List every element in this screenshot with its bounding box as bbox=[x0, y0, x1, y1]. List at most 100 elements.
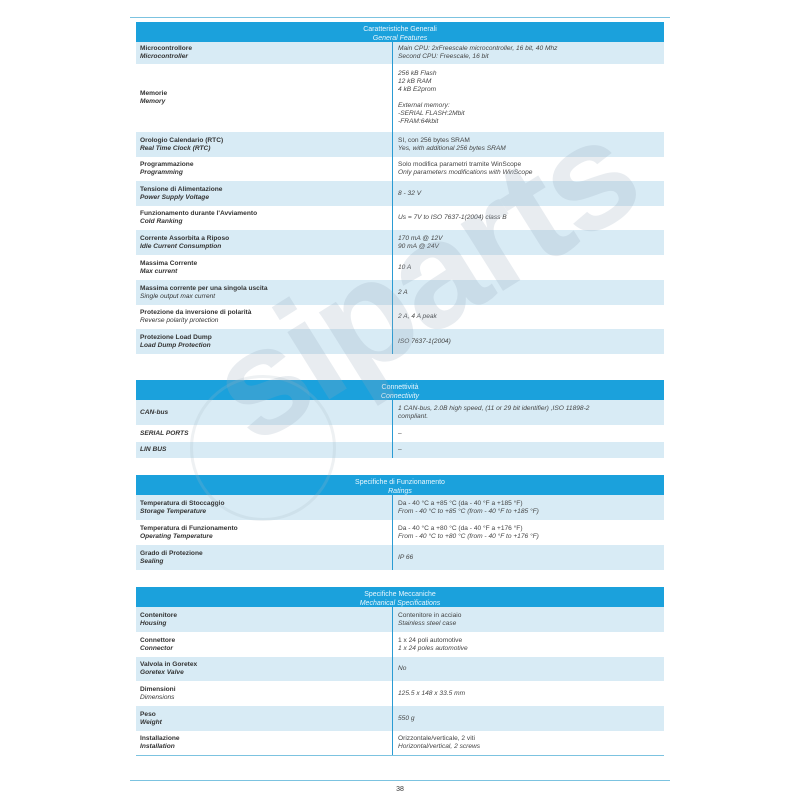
spec-value: SI, con 256 bytes SRAM Yes, with addition… bbox=[392, 132, 664, 157]
spec-value: No bbox=[392, 657, 664, 681]
section-title-en: Connectivity bbox=[380, 393, 420, 400]
section-title-en: Ratings bbox=[388, 488, 412, 495]
section-general-features: Caratteristiche Generali General Features… bbox=[136, 22, 664, 354]
spec-value-line: Horizontal/vertical, 2 screws bbox=[398, 743, 481, 750]
spec-label-en: Programming bbox=[140, 169, 183, 176]
spec-label-it: Connettore bbox=[140, 636, 176, 644]
spec-value: Da - 40 °C a +80 °C (da - 40 °F a +176 °… bbox=[392, 520, 664, 545]
spec-label-it: Temperatura di Stoccaggio bbox=[140, 499, 225, 507]
spec-value-line: Da - 40 °C a +80 °C (da - 40 °F a +176 °… bbox=[398, 524, 523, 532]
section-title-en: General Features bbox=[372, 35, 428, 42]
spec-value-line: Orizzontale/verticale, 2 viti bbox=[398, 735, 475, 742]
spec-label-it: Peso bbox=[140, 710, 156, 718]
spec-value: Orizzontale/verticale, 2 viti Horizontal/… bbox=[392, 731, 664, 755]
spec-label: Grado di Protezione Sealing bbox=[136, 545, 392, 570]
bottom-rule bbox=[130, 780, 670, 781]
spec-value: 125.5 x 148 x 33.5 mm bbox=[392, 681, 664, 706]
spec-label: Connettore Connector bbox=[136, 632, 392, 657]
spec-value-line: 125.5 x 148 x 33.5 mm bbox=[398, 689, 466, 697]
spec-value-line: 2 A bbox=[398, 288, 408, 296]
spec-value-line: 550 g bbox=[398, 714, 415, 722]
spec-value-line: 1 x 24 poli automotive bbox=[398, 636, 463, 644]
spec-value: Solo modifica parametri tramite WinScope… bbox=[392, 157, 664, 181]
section-header: Caratteristiche Generali General Features bbox=[136, 22, 664, 42]
spec-row: Dimensioni Dimensions 125.5 x 148 x 33.5 m… bbox=[136, 681, 664, 706]
spec-label-it: Grado di Protezione bbox=[140, 549, 203, 557]
spec-row: Connettore Connector 1 x 24 poli automotiv… bbox=[136, 632, 664, 657]
spec-label: Programmazione Programming bbox=[136, 157, 392, 181]
spec-row: Peso Weight 550 g bbox=[136, 706, 664, 731]
spec-label-it: Protezione da inversione di polarità bbox=[140, 309, 252, 316]
spec-label: Corrente Assorbita a Riposo Idle Current … bbox=[136, 230, 392, 255]
spec-value-line: Us = 7V to ISO 7637-1(2004) class B bbox=[398, 214, 507, 221]
spec-row: Orologio Calendario (RTC) Real Time Clock… bbox=[136, 132, 664, 157]
spec-value-line: -SERIAL FLASH:2Mbit bbox=[398, 110, 465, 117]
spec-value: 550 g bbox=[392, 706, 664, 731]
spec-row: SERIAL PORTS – bbox=[136, 425, 664, 442]
spec-label: LIN BUS bbox=[136, 442, 392, 458]
spec-label-en: CAN-bus bbox=[140, 408, 169, 416]
section-mechanical-specifications: Specifiche Meccaniche Mechanical Specific… bbox=[136, 587, 664, 756]
section-title-it: Specifiche di Funzionamento bbox=[355, 479, 445, 486]
spec-label: Temperatura di Stoccaggio Storage Tempera… bbox=[136, 495, 392, 520]
spec-value: – bbox=[392, 442, 664, 458]
spec-value-spacer bbox=[398, 94, 659, 102]
spec-label: Protezione Load Dump Load Dump Protection bbox=[136, 329, 392, 354]
spec-value: 1 x 24 poli automotive 1 x 24 poles autom… bbox=[392, 632, 664, 657]
spec-label-it: Valvola in Goretex bbox=[140, 661, 198, 668]
spec-label-it: Orologio Calendario (RTC) bbox=[140, 136, 224, 144]
section-title-it: Connettività bbox=[381, 384, 419, 391]
spec-value-line: – bbox=[398, 429, 402, 437]
spec-label-en: Weight bbox=[140, 718, 162, 726]
spec-label-it: Protezione Load Dump bbox=[140, 333, 212, 341]
page-number: 38 bbox=[396, 786, 404, 793]
spec-label-en: Power Supply Voltage bbox=[140, 193, 210, 201]
spec-label-en: Housing bbox=[140, 619, 167, 627]
spec-row: Protezione Load Dump Load Dump Protection… bbox=[136, 329, 664, 354]
spec-value: 1 CAN-bus, 2.0B high speed, (11 or 29 bi… bbox=[392, 400, 664, 425]
spec-row: Contenitore Housing Contenitore in acciaio… bbox=[136, 607, 664, 632]
spec-row: Temperatura di Funzionamento Operating Te… bbox=[136, 520, 664, 545]
spec-value-line: – bbox=[398, 446, 402, 453]
spec-label-it: Tensione di Alimentazione bbox=[140, 185, 223, 193]
spec-label-it: Memorie bbox=[140, 90, 168, 97]
spec-value-line: Contenitore in acciaio bbox=[398, 611, 462, 619]
section-title-it: Specifiche Meccaniche bbox=[364, 591, 436, 598]
spec-value-line: 256 kB Flash bbox=[398, 70, 437, 77]
spec-value: 2 A bbox=[392, 280, 664, 305]
spec-row: Tensione di Alimentazione Power Supply Vo… bbox=[136, 181, 664, 206]
spec-label: Dimensioni Dimensions bbox=[136, 681, 392, 706]
spec-value: 8 - 32 V bbox=[392, 181, 664, 206]
spec-label-en: Operating Temperature bbox=[140, 532, 213, 540]
spec-value: 170 mA @ 12V 90 mA @ 24V bbox=[392, 230, 664, 255]
spec-label-en: Memory bbox=[140, 98, 166, 105]
spec-label: Massima Corrente Max current bbox=[136, 255, 392, 280]
spec-value-line: Yes, with additional 256 bytes SRAM bbox=[398, 144, 506, 152]
spec-label: Installazione Installation bbox=[136, 731, 392, 755]
spec-value: Main CPU: 2xFreescale microcontroller, 1… bbox=[392, 42, 664, 64]
section-title-en: Mechanical Specifications bbox=[359, 600, 441, 607]
spec-label-it: Installazione bbox=[140, 735, 180, 742]
spec-row: Massima corrente per una singola uscita S… bbox=[136, 280, 664, 305]
spec-row: Programmazione Programming Solo modifica p… bbox=[136, 157, 664, 181]
spec-value-line: 2 A, 4 A peak bbox=[398, 313, 437, 320]
spec-value: 2 A, 4 A peak bbox=[392, 305, 664, 329]
spec-value-line: IP 66 bbox=[398, 553, 414, 561]
spec-label-it: Dimensioni bbox=[140, 685, 176, 693]
spec-label: Contenitore Housing bbox=[136, 607, 392, 632]
spec-value: 10 A bbox=[392, 255, 664, 280]
spec-value: IP 66 bbox=[392, 545, 664, 570]
spec-label-en: Single output max current bbox=[140, 292, 216, 300]
spec-label-en: Reverse polarity protection bbox=[140, 317, 219, 324]
spec-label: Orologio Calendario (RTC) Real Time Clock… bbox=[136, 132, 392, 157]
spec-value-line: 1 CAN-bus, 2.0B high speed, (11 or 29 bi… bbox=[398, 404, 590, 412]
spec-value-line: -FRAM:64kbit bbox=[398, 118, 439, 125]
spec-row: Valvola in Goretex Goretex Valve No bbox=[136, 657, 664, 681]
spec-label: Funzionamento durante l'Avviamento Cold R… bbox=[136, 206, 392, 230]
spec-label-en: Load Dump Protection bbox=[140, 341, 211, 349]
spec-label-en: Microcontroller bbox=[140, 53, 188, 60]
spec-value-line: 4 kB E2prom bbox=[398, 86, 437, 93]
spec-value-line: 8 - 32 V bbox=[398, 189, 422, 197]
spec-value-line: 12 kB RAM bbox=[398, 78, 432, 85]
spec-label-it: Programmazione bbox=[140, 161, 194, 168]
